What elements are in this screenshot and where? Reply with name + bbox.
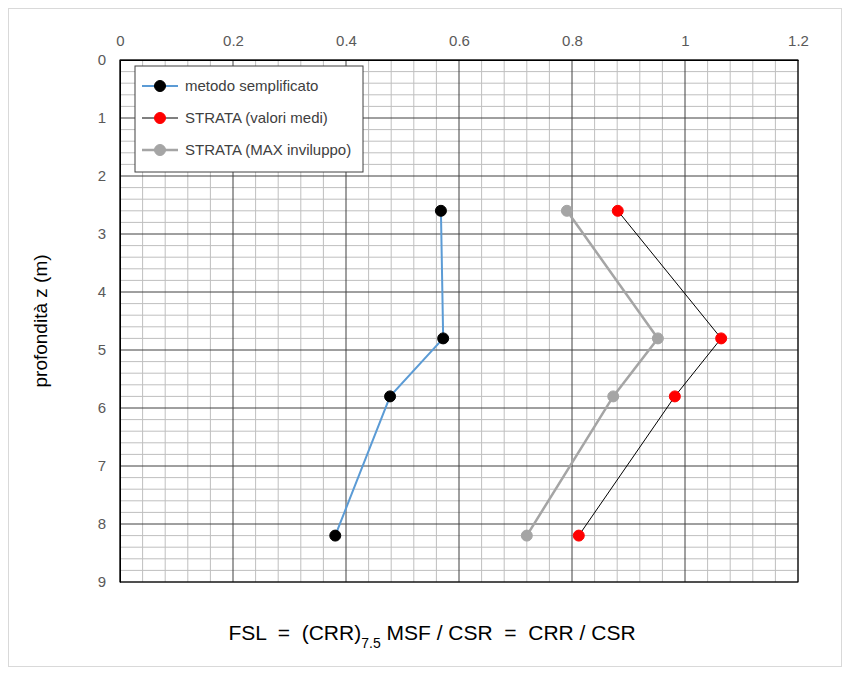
minor-grid-line bbox=[368, 60, 369, 582]
grid-line bbox=[120, 292, 798, 293]
y-tick-label: 2 bbox=[98, 167, 106, 184]
y-tick: 8 bbox=[98, 515, 120, 532]
minor-grid-line bbox=[436, 60, 437, 582]
legend-label: metodo semplificato bbox=[185, 77, 318, 94]
grid bbox=[120, 60, 798, 582]
chart: 0 0.2 0.4 0.6 0.8 1 1.2 0 1 2 3 4 5 6 7 8 9 metodo sempli… bbox=[0, 0, 850, 675]
y-tick: 3 bbox=[98, 225, 120, 242]
legend-marker bbox=[155, 113, 166, 124]
x-tick: 0.8 bbox=[562, 32, 583, 60]
series-marker bbox=[438, 333, 449, 344]
y-tick: 4 bbox=[98, 283, 120, 300]
minor-grid-line bbox=[391, 60, 392, 582]
y-tick-label: 9 bbox=[98, 573, 106, 590]
series-marker bbox=[573, 530, 584, 541]
series-marker bbox=[716, 333, 727, 344]
minor-grid-line bbox=[526, 60, 527, 582]
grid-line bbox=[120, 466, 798, 467]
x-tick-label: 1.2 bbox=[788, 32, 809, 49]
x-tick-label: 0.6 bbox=[449, 32, 470, 49]
legend-label: STRATA (valori medi) bbox=[185, 109, 328, 126]
plot-frame bbox=[120, 60, 798, 582]
grid-line bbox=[120, 524, 798, 525]
minor-grid-line bbox=[639, 60, 640, 582]
x-tick-label: 0.2 bbox=[223, 32, 244, 49]
plot-area bbox=[120, 60, 798, 582]
y-tick-label: 3 bbox=[98, 225, 106, 242]
y-tick: 9 bbox=[98, 573, 120, 590]
x-tick: 0.2 bbox=[223, 32, 244, 60]
x-tick: 1 bbox=[681, 32, 689, 60]
y-tick-label: 6 bbox=[98, 399, 106, 416]
y-axis-line bbox=[120, 61, 121, 583]
legend-marker bbox=[155, 81, 166, 92]
series-marker bbox=[435, 205, 446, 216]
chart-border bbox=[9, 9, 842, 667]
minor-grid-line bbox=[594, 60, 595, 582]
x-axis-title-part: MSF / CSR = CRR / CSR bbox=[381, 621, 636, 644]
minor-grid-line bbox=[549, 60, 550, 582]
series-marker bbox=[652, 333, 663, 344]
grid-line bbox=[685, 60, 686, 582]
x-tick: 1.2 bbox=[788, 32, 809, 60]
series-marker bbox=[669, 391, 680, 402]
data-layer bbox=[330, 205, 727, 541]
series-marker bbox=[561, 205, 572, 216]
x-axis-title-subscript: 7.5 bbox=[361, 635, 381, 651]
y-tick: 7 bbox=[98, 457, 120, 474]
minor-grid-line bbox=[413, 60, 414, 582]
legend-label: STRATA (MAX inviluppo) bbox=[185, 141, 351, 158]
x-axis-line bbox=[121, 60, 799, 61]
y-axis-title: profondità z (m) bbox=[30, 254, 51, 387]
x-tick: 0 bbox=[116, 32, 124, 60]
x-tick: 0.4 bbox=[336, 32, 357, 60]
x-axis-title: FSL = (CRR)7.5 MSF / CSR = CRR / CSR bbox=[228, 621, 635, 651]
legend: metodo semplificato STRATA (valori medi) S… bbox=[135, 66, 363, 172]
y-tick: 2 bbox=[98, 167, 120, 184]
minor-grid-line bbox=[504, 60, 505, 582]
series-marker bbox=[521, 530, 532, 541]
grid-line bbox=[459, 60, 460, 582]
grid-line bbox=[572, 60, 573, 582]
grid-line bbox=[120, 350, 798, 351]
y-axis: 0 1 2 3 4 5 6 7 8 9 bbox=[98, 51, 121, 590]
series-line bbox=[527, 211, 658, 536]
minor-grid-line bbox=[775, 60, 776, 582]
x-axis: 0 0.2 0.4 0.6 0.8 1 1.2 bbox=[116, 32, 809, 61]
x-tick: 0.6 bbox=[449, 32, 470, 60]
y-tick-label: 4 bbox=[98, 283, 106, 300]
y-tick-label: 0 bbox=[98, 51, 106, 68]
grid-line bbox=[120, 234, 798, 235]
y-tick-label: 5 bbox=[98, 341, 106, 358]
x-tick-label: 0.4 bbox=[336, 32, 357, 49]
series-marker bbox=[612, 205, 623, 216]
series-line bbox=[335, 211, 443, 536]
series-marker bbox=[385, 391, 396, 402]
minor-grid-line bbox=[752, 60, 753, 582]
series-marker bbox=[608, 391, 619, 402]
y-tick: 0 bbox=[98, 51, 120, 68]
legend-box bbox=[135, 66, 363, 172]
x-axis-title-part: FSL = (CRR) bbox=[228, 621, 361, 644]
x-tick-label: 1 bbox=[681, 32, 689, 49]
y-tick-label: 1 bbox=[98, 109, 106, 126]
y-tick-label: 7 bbox=[98, 457, 106, 474]
y-tick-label: 8 bbox=[98, 515, 106, 532]
x-tick-label: 0.8 bbox=[562, 32, 583, 49]
y-tick: 1 bbox=[98, 109, 120, 126]
minor-grid-line bbox=[481, 60, 482, 582]
grid-line bbox=[120, 176, 798, 177]
grid-line bbox=[120, 408, 798, 409]
y-tick: 6 bbox=[98, 399, 120, 416]
minor-grid-line bbox=[662, 60, 663, 582]
x-tick-label: 0 bbox=[116, 32, 124, 49]
minor-grid-line bbox=[730, 60, 731, 582]
series-marker bbox=[330, 530, 341, 541]
y-tick: 5 bbox=[98, 341, 120, 358]
minor-grid-line bbox=[617, 60, 618, 582]
legend-marker bbox=[155, 145, 166, 156]
